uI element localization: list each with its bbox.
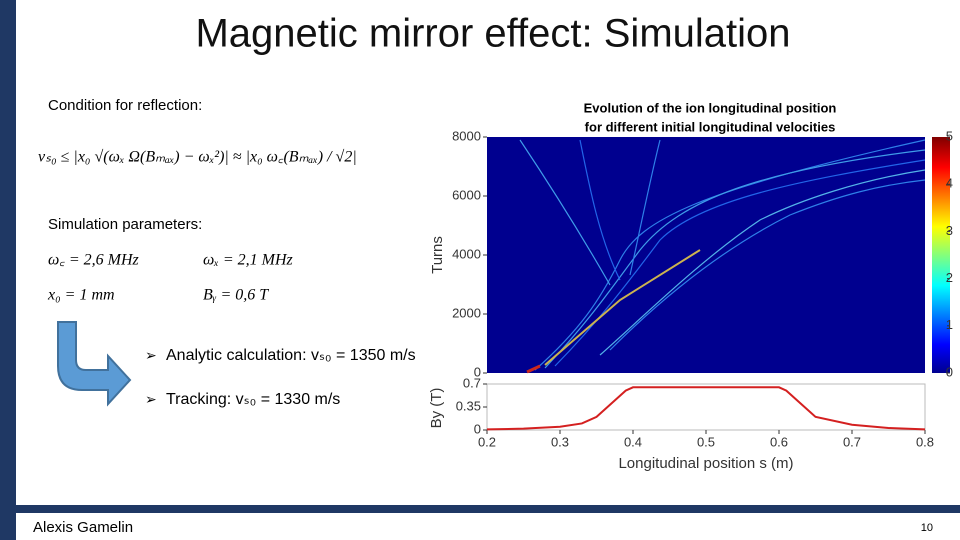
y-tick-label: 2000 xyxy=(452,305,481,320)
page-number: 10 xyxy=(921,522,933,534)
y-axis-label: Turns xyxy=(429,236,446,274)
y-tick-label: 0.7 xyxy=(463,375,481,390)
y-tick-label: 8000 xyxy=(452,128,481,143)
bullet-icon: ➢ xyxy=(145,348,157,364)
x-tick-label: 0.7 xyxy=(843,434,861,449)
bottom-bar xyxy=(16,505,960,513)
bullet-icon: ➢ xyxy=(145,392,157,408)
colorbar-tick-label: 1 xyxy=(946,317,953,332)
slide-title: Magnetic mirror effect: Simulation xyxy=(195,12,790,56)
bullet: Analytic calculation: vₛ₀ = 1350 m/s xyxy=(166,347,416,364)
heatmap-area xyxy=(487,137,925,373)
line-plot-area xyxy=(486,383,926,431)
colorbar-tick-label: 3 xyxy=(946,223,953,238)
x-tick-label: 0.2 xyxy=(478,434,496,449)
chart-title: for different initial longitudinal veloc… xyxy=(585,119,836,134)
x-tick-label: 0.8 xyxy=(916,434,934,449)
parameter: Bᵧ = 0,6 T xyxy=(203,287,269,304)
x-tick-label: 0.3 xyxy=(551,434,569,449)
chart-title: Evolution of the ion longitudinal positi… xyxy=(584,100,837,115)
x-tick-label: 0.4 xyxy=(624,434,642,449)
colorbar-tick-label: 5 xyxy=(946,128,953,143)
y-tick-label: 0 xyxy=(474,421,481,436)
parameters-label: Simulation parameters: xyxy=(48,216,202,233)
y-axis-label: By (T) xyxy=(428,388,445,429)
y-tick-label: 6000 xyxy=(452,187,481,202)
condition-formula: vₛ₀ ≤ |x₀ √(ωₓ Ω(Bₘₐₓ) − ωₓ²)| ≈ |x₀ ω꜀(… xyxy=(38,149,357,166)
bullet: Tracking: vₛ₀ = 1330 m/s xyxy=(166,391,340,408)
parameter: x₀ = 1 mm xyxy=(47,287,115,304)
y-tick-label: 0 xyxy=(474,364,481,379)
colorbar-tick-label: 4 xyxy=(946,176,953,191)
parameter: ω꜀ = 2,6 MHz xyxy=(48,252,140,269)
colorbar-tick-label: 0 xyxy=(946,364,953,379)
line-series xyxy=(486,386,926,431)
x-tick-label: 0.5 xyxy=(697,434,715,449)
parameter: ωₓ = 2,1 MHz xyxy=(203,252,294,269)
y-tick-label: 4000 xyxy=(452,246,481,261)
heatmap-streaks xyxy=(519,139,926,374)
condition-label: Condition for reflection: xyxy=(48,97,202,114)
left-bar xyxy=(0,0,16,540)
colorbar-tick-label: 2 xyxy=(946,270,953,285)
y-tick-label: 0.35 xyxy=(456,398,481,413)
x-tick-label: 0.6 xyxy=(770,434,788,449)
footer-author: Alexis Gamelin xyxy=(33,519,133,536)
x-axis-label: Longitudinal position s (m) xyxy=(618,455,793,472)
colorbar xyxy=(932,137,950,373)
arrow-icon xyxy=(57,321,132,407)
